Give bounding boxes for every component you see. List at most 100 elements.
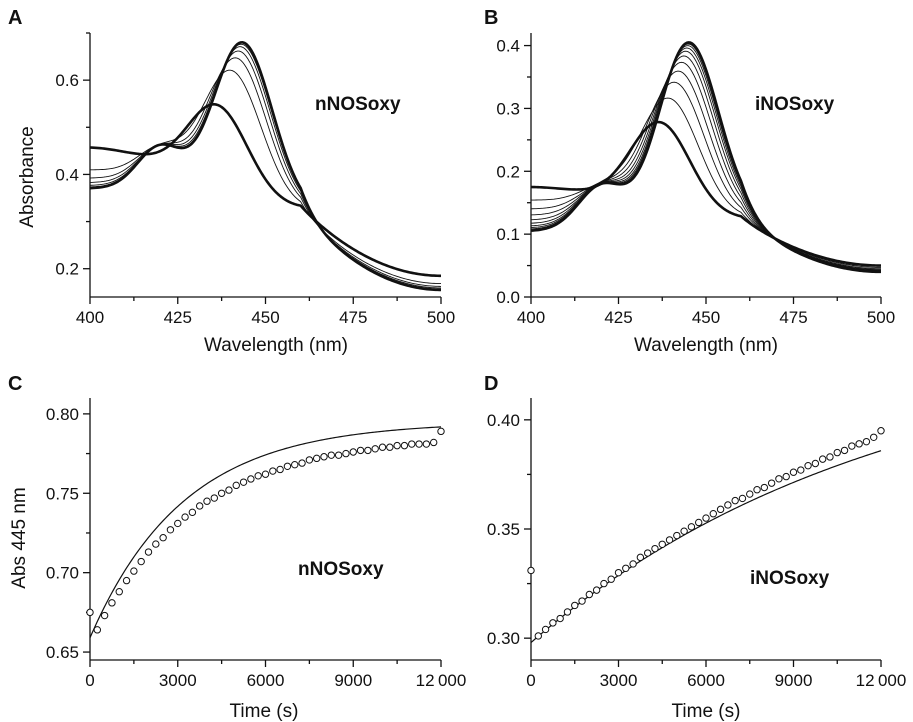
panel-d-y-tick-label: 0.40 (487, 411, 520, 430)
panel-d-data-point (746, 490, 754, 498)
panel-c-data-point (371, 445, 379, 453)
panel-b-spectrum-line (530, 70, 881, 271)
panel-c-data-point (100, 611, 109, 620)
panel-c-data-point (108, 599, 116, 607)
panel-a-spectrum-line (89, 69, 442, 285)
panel-d-data-point (643, 549, 652, 557)
panel-d-data-point (636, 553, 645, 562)
panel-d-data-point (862, 437, 871, 446)
panel-d-data-point (614, 568, 623, 577)
panel-d-data-point (658, 540, 666, 548)
panel-c-data-point (298, 459, 306, 467)
panel-a-annotation: nNOSoxy (315, 94, 401, 115)
panel-b-y-tick-label: 0.0 (496, 288, 520, 307)
panel-d-data-point (549, 619, 557, 627)
panel-c-data-point (378, 443, 387, 451)
panel-c-data-point (312, 454, 321, 463)
panel-d: D Time (s) iNOSoxy 0 3000 6000 9000 12 000 0.… (484, 373, 906, 722)
panel-c-letter: C (8, 373, 22, 395)
panel-a-x-tick-label: 425 (164, 308, 192, 327)
panel-d-data-point (687, 523, 696, 531)
panel-d-data-point (541, 625, 550, 634)
panel-d-data-point (855, 440, 863, 448)
panel-d-data-point (775, 475, 783, 483)
panel-a-ylabel: Absorbance (17, 126, 38, 227)
panel-d-data-point (833, 448, 841, 457)
panel-c-y-tick-label: 0.65 (46, 643, 79, 662)
panel-c-data-point (203, 497, 211, 505)
panel-c-data-point (283, 462, 292, 470)
panel-c-data-point (217, 489, 226, 497)
panel-c-x-tick-label: 9000 (334, 671, 372, 690)
panel-d-data-point (724, 501, 732, 509)
panel-b-x-tick-label: 425 (604, 308, 632, 327)
panel-a-y-tick-label: 0.2 (55, 260, 79, 279)
panel-c-data-point (269, 467, 277, 475)
panel-c-data-point (408, 440, 416, 448)
panel-c-data-point (334, 451, 343, 459)
panel-a-x-tick-label: 475 (339, 308, 367, 327)
panel-d-data-point (709, 510, 717, 518)
panel-c-data-point (415, 440, 423, 448)
panel-b-x-tick-label: 500 (867, 308, 895, 327)
panel-c-x-tick-label: 12 000 (416, 671, 467, 690)
panel-c-data-point (130, 567, 138, 575)
panel-d-data-point (607, 575, 615, 583)
panel-d-y-tick-label: 0.30 (487, 629, 520, 648)
panel-b-y-tick-label: 0.1 (496, 225, 520, 244)
panel-a-letter: A (8, 7, 22, 29)
panel-b-spectrum-line (530, 97, 882, 268)
panel-c-data-point (225, 486, 233, 494)
panel-c-data-point (320, 453, 328, 461)
panel-c-data-point (422, 440, 431, 448)
panel-d-annotation: iNOSoxy (750, 568, 830, 589)
panel-d-data-point (673, 531, 681, 540)
panel-c-data-point (342, 449, 350, 458)
panel-a-spectrum-line (89, 102, 442, 278)
panel-c-data-point (400, 441, 409, 450)
panel-c-x-tick-label: 3000 (159, 671, 197, 690)
panel-c-y-tick-label: 0.75 (46, 484, 79, 503)
panel-c-data-point (174, 519, 182, 528)
panel-c-data-point (349, 448, 357, 456)
panel-c-data-point (232, 481, 240, 490)
panel-c-data-point (137, 557, 145, 566)
panel-d-data-point (556, 614, 564, 623)
panel-a-x-tick-label: 400 (76, 308, 104, 327)
panel-a-spectrum-line (89, 41, 442, 292)
panel-c-data-point (261, 470, 270, 478)
panel-b-letter: B (484, 7, 498, 29)
panel-c-x-tick-label: 6000 (247, 671, 285, 690)
panel-c-data-point (181, 513, 189, 521)
panel-c-data-point (386, 443, 394, 451)
panel-a-y-tick-label: 0.6 (55, 71, 79, 90)
panel-d-x-tick-label: 0 (526, 671, 535, 690)
panel-b-x-tick-label: 450 (692, 308, 720, 327)
panel-c-data-point (86, 608, 94, 617)
panel-d-data-point (622, 564, 630, 572)
panel-c-data-point (159, 534, 167, 542)
panel-a-y-tick-label: 0.4 (55, 165, 79, 184)
panel-c-data-point (239, 478, 248, 486)
panel-c: C Abs 445 nm Time (s) nNOSoxy 0 3000 6000 9… (8, 373, 466, 722)
panel-d-data-point (760, 483, 769, 492)
panel-b-xlabel: Wavelength (nm) (634, 335, 778, 356)
panel-c-data-point (93, 626, 102, 634)
panel-b-spectrum-line (530, 41, 882, 274)
panel-b-y-tick-label: 0.3 (496, 99, 520, 118)
panel-d-data-point (571, 601, 579, 610)
panel-d-data-point (578, 597, 586, 605)
panel-d-data-point (818, 455, 827, 463)
panel-c-data-point (210, 494, 219, 502)
panel-a-xlabel: Wavelength (nm) (204, 335, 348, 356)
panel-d-data-point (731, 496, 739, 505)
panel-c-data-point (188, 508, 197, 517)
panel-d-data-point (789, 468, 798, 476)
panel-d-data-point (702, 514, 710, 522)
panel-c-y-tick-label: 0.80 (46, 405, 79, 424)
panel-a-x-tick-label: 500 (427, 308, 455, 327)
panel-c-data-point (195, 502, 204, 510)
panel-d-data-point (563, 608, 572, 616)
